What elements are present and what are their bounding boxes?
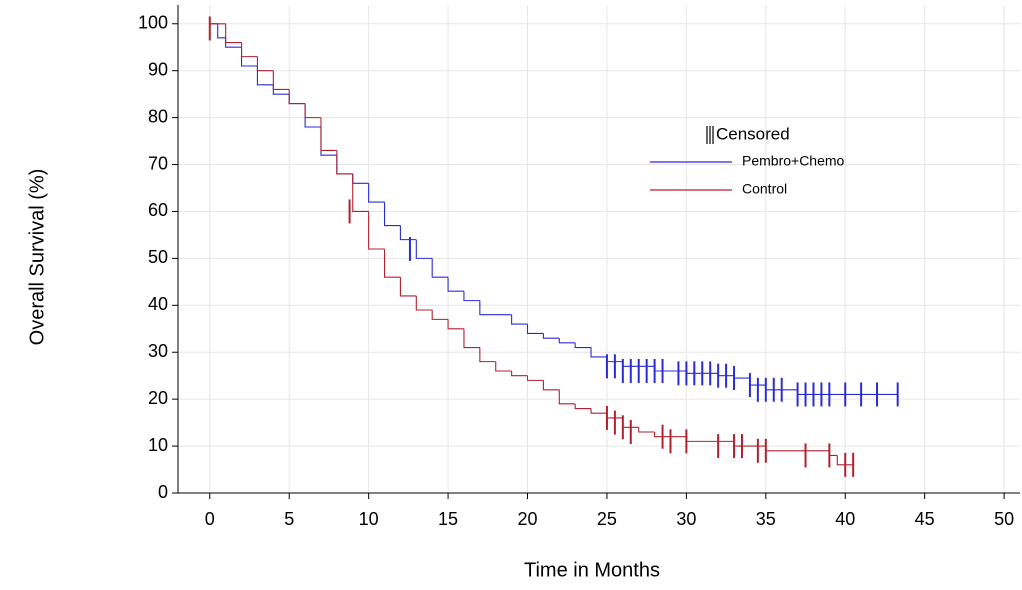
survival-step: [574, 342, 592, 349]
survival-step: [828, 450, 838, 457]
y-tick-label: 50: [148, 247, 168, 267]
survival-step: [272, 70, 290, 91]
survival-step: [352, 173, 369, 213]
survival-step: [526, 324, 544, 335]
legend-title: Censored: [716, 124, 790, 143]
survival-step: [447, 277, 464, 292]
x-tick-label: 25: [597, 509, 617, 529]
survival-step: [542, 380, 560, 391]
x-tick-label: 20: [517, 509, 537, 529]
survival-step: [733, 375, 750, 379]
y-tick-label: 10: [148, 435, 168, 455]
survival-step: [431, 258, 449, 278]
survival-step: [463, 291, 480, 302]
y-tick-label: 90: [148, 59, 168, 79]
survival-step: [399, 225, 417, 241]
survival-step: [447, 319, 464, 330]
survival-step: [463, 328, 480, 349]
survival-step: [638, 427, 655, 433]
survival-step: [415, 295, 433, 311]
y-tick-label: 70: [148, 153, 168, 173]
y-tick-label: 30: [148, 341, 168, 361]
survival-step: [654, 432, 687, 438]
survival-step: [383, 249, 401, 278]
survival-step: [304, 103, 321, 119]
survival-step: [352, 173, 369, 184]
survival-step: [733, 441, 766, 447]
survival-step: [399, 277, 417, 297]
y-tick-label: 0: [158, 482, 168, 502]
survival-step: [304, 103, 321, 128]
survival-step: [479, 347, 496, 363]
y-tick-label: 80: [148, 106, 168, 126]
survival-step: [240, 42, 258, 58]
survival-step: [288, 89, 306, 105]
survival-step: [558, 389, 576, 405]
survival-step: [336, 150, 353, 175]
survival-step: [654, 366, 687, 372]
survival-step: [320, 117, 337, 152]
survival-step: [495, 361, 512, 372]
survival-step: [765, 446, 830, 452]
survival-step: [288, 94, 306, 105]
survival-step: [511, 371, 528, 377]
x-tick-label: 10: [359, 509, 379, 529]
x-tick-label: 30: [676, 509, 696, 529]
survival-step: [431, 310, 449, 320]
x-tick-label: 5: [284, 509, 294, 529]
y-tick-label: 40: [148, 294, 168, 314]
survival-step: [479, 300, 512, 316]
survival-step: [217, 23, 226, 39]
survival-step: [685, 436, 735, 442]
survival-step: [836, 455, 854, 466]
x-tick-label: 0: [205, 509, 215, 529]
survival-step: [225, 23, 242, 44]
survival-step: [256, 66, 274, 86]
survival-step: [383, 202, 401, 227]
legend-label: Control: [742, 181, 787, 197]
survival-step: [558, 338, 576, 344]
y-tick-label: 60: [148, 200, 168, 220]
legend-label: Pembro+Chemo: [742, 153, 845, 169]
y-tick-label: 20: [148, 388, 168, 408]
survival-step: [590, 347, 607, 358]
x-tick-label: 15: [438, 509, 458, 529]
y-axis-title: Overall Survival (%): [26, 169, 48, 346]
survival-step: [368, 211, 385, 250]
x-tick-label: 45: [915, 509, 935, 529]
survival-step: [415, 239, 433, 259]
survival-step: [574, 403, 592, 410]
survival-step: [526, 375, 544, 381]
x-tick-label: 35: [756, 509, 776, 529]
x-tick-label: 50: [994, 509, 1014, 529]
survival-step: [590, 408, 607, 414]
y-tick-label: 100: [138, 13, 168, 33]
legend-censor-icon: [706, 126, 714, 144]
survival-step: [511, 314, 528, 325]
x-axis-title: Time in Months: [524, 559, 660, 581]
survival-step: [256, 56, 274, 72]
survival-step: [542, 333, 560, 339]
survival-step: [368, 183, 385, 203]
x-tick-label: 40: [835, 509, 855, 529]
